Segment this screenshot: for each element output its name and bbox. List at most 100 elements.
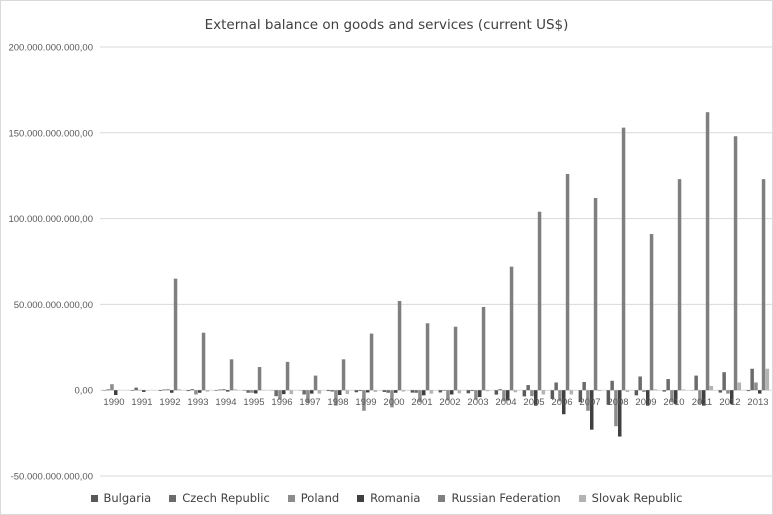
bar-slovak-republic-2008 [625,390,630,392]
y-tick-label: -50.000.000.000,00 [11,472,93,483]
bar-slovak-republic-2000 [401,390,406,392]
x-tick-label: 2012 [719,397,740,408]
x-tick-label: 1992 [159,397,180,408]
bar-russian-federation-1998 [341,359,346,391]
legend-label: Romania [370,491,421,505]
legend-item: Bulgaria [90,491,151,505]
bar-bulgaria-2005 [522,390,527,397]
bar-romania-2011 [702,390,706,406]
bar-slovak-republic-2002 [457,390,462,394]
bar-romania-1995 [254,390,258,394]
x-tick-label: 1995 [243,397,264,408]
bar-russian-federation-1995 [257,367,262,391]
legend-swatch [438,494,446,502]
bar-romania-2012 [730,390,734,404]
bar-poland-2004 [502,390,506,402]
bar-bulgaria-1998 [326,390,331,392]
bar-russian-federation-2001 [425,323,430,391]
bar-poland-2012 [726,390,730,394]
bar-bulgaria-2003 [466,390,471,394]
bar-bulgaria-1994 [214,390,219,391]
bar-poland-1992 [166,389,170,391]
bar-romania-2010 [674,390,678,404]
bar-poland-2006 [558,390,562,402]
bar-slovak-republic-1994 [233,389,238,391]
bar-romania-2007 [590,390,594,430]
x-tick-label: 2001 [411,397,432,408]
x-tick-label: 1990 [103,397,124,408]
bar-poland-2003 [474,390,478,400]
bar-poland-1997 [306,390,310,404]
bar-romania-2002 [450,390,454,395]
bar-romania-2000 [394,390,398,393]
bar-bulgaria-2002 [438,390,443,393]
bar-poland-1999 [362,390,366,411]
x-tick-label: 1993 [187,397,208,408]
bar-poland-2011 [698,390,702,404]
bar-poland-1995 [250,390,254,393]
x-tick-label: 2009 [635,397,656,408]
bar-romania-2013 [758,390,762,394]
bar-slovak-republic-1992 [177,389,182,391]
legend-label: Poland [300,491,340,505]
legend-item: Russian Federation [438,491,561,505]
bar-bulgaria-1992 [158,390,163,391]
bar-czech-republic-1993 [190,389,194,391]
bar-czech-republic-2003 [470,390,474,392]
bar-czech-republic-1996 [274,390,278,397]
bar-poland-1996 [278,390,282,400]
bar-romania-1991 [142,390,146,392]
bar-russian-federation-2002 [453,326,458,391]
bar-slovak-republic-2003 [485,390,490,392]
bar-poland-2001 [418,390,422,403]
bar-russian-federation-2011 [705,112,710,391]
bar-czech-republic-2013 [750,368,754,391]
bar-czech-republic-2006 [554,382,558,391]
legend-swatch [90,494,98,502]
x-tick-label: 1996 [271,397,292,408]
bar-slovak-republic-1997 [317,390,322,394]
bar-czech-republic-2012 [722,372,726,391]
legend-label: Czech Republic [182,491,270,505]
x-tick-label: 2004 [495,397,516,408]
x-axis-labels: 1990 1991 1992 1993 1994 1995 1996 1997 1998 1999… [103,397,768,408]
bar-czech-republic-1999 [358,390,362,392]
legend-label: Russian Federation [451,491,561,505]
bar-czech-republic-2011 [694,375,698,391]
bar-romania-1990 [114,390,118,396]
bar-romania-1994 [226,390,230,392]
bar-poland-2009 [642,390,646,392]
bar-romania-1993 [198,390,202,393]
bar-romania-2006 [562,390,566,415]
bar-czech-republic-1990 [106,389,110,391]
x-tick-label: 1991 [131,397,152,408]
bar-czech-republic-2000 [386,390,390,393]
bar-russian-federation-1997 [313,375,318,391]
bar-romania-2005 [534,390,538,406]
bar-poland-1994 [222,388,226,391]
bar-bulgaria-2009 [634,390,639,396]
bar-romania-2001 [422,390,426,396]
y-tick-label: 0,00 [75,386,94,397]
legend-label: Slovak Republic [591,491,683,505]
legend-swatch [357,494,365,502]
bar-poland-1993 [194,390,198,395]
legend: Bulgaria Czech Republic Poland Romania Russi… [0,491,773,505]
bar-slovak-republic-1998 [345,390,350,394]
bar-bulgaria-2001 [410,390,415,393]
x-tick-label: 1997 [299,397,320,408]
bar-czech-republic-2002 [442,390,446,391]
x-tick-label: 2010 [663,397,684,408]
bar-russian-federation-1999 [369,333,374,391]
y-tick-label: 100.000.000.000,00 [8,214,93,225]
bar-russian-federation-2009 [649,234,654,391]
bar-russian-federation-2008 [621,127,626,391]
bar-czech-republic-2001 [414,390,418,393]
x-tick-label: 2002 [439,397,460,408]
bar-slovak-republic-2010 [681,389,686,391]
bar-poland-2008 [614,390,618,427]
bar-bulgaria-2010 [662,390,667,392]
bar-russian-federation-2003 [481,306,486,391]
